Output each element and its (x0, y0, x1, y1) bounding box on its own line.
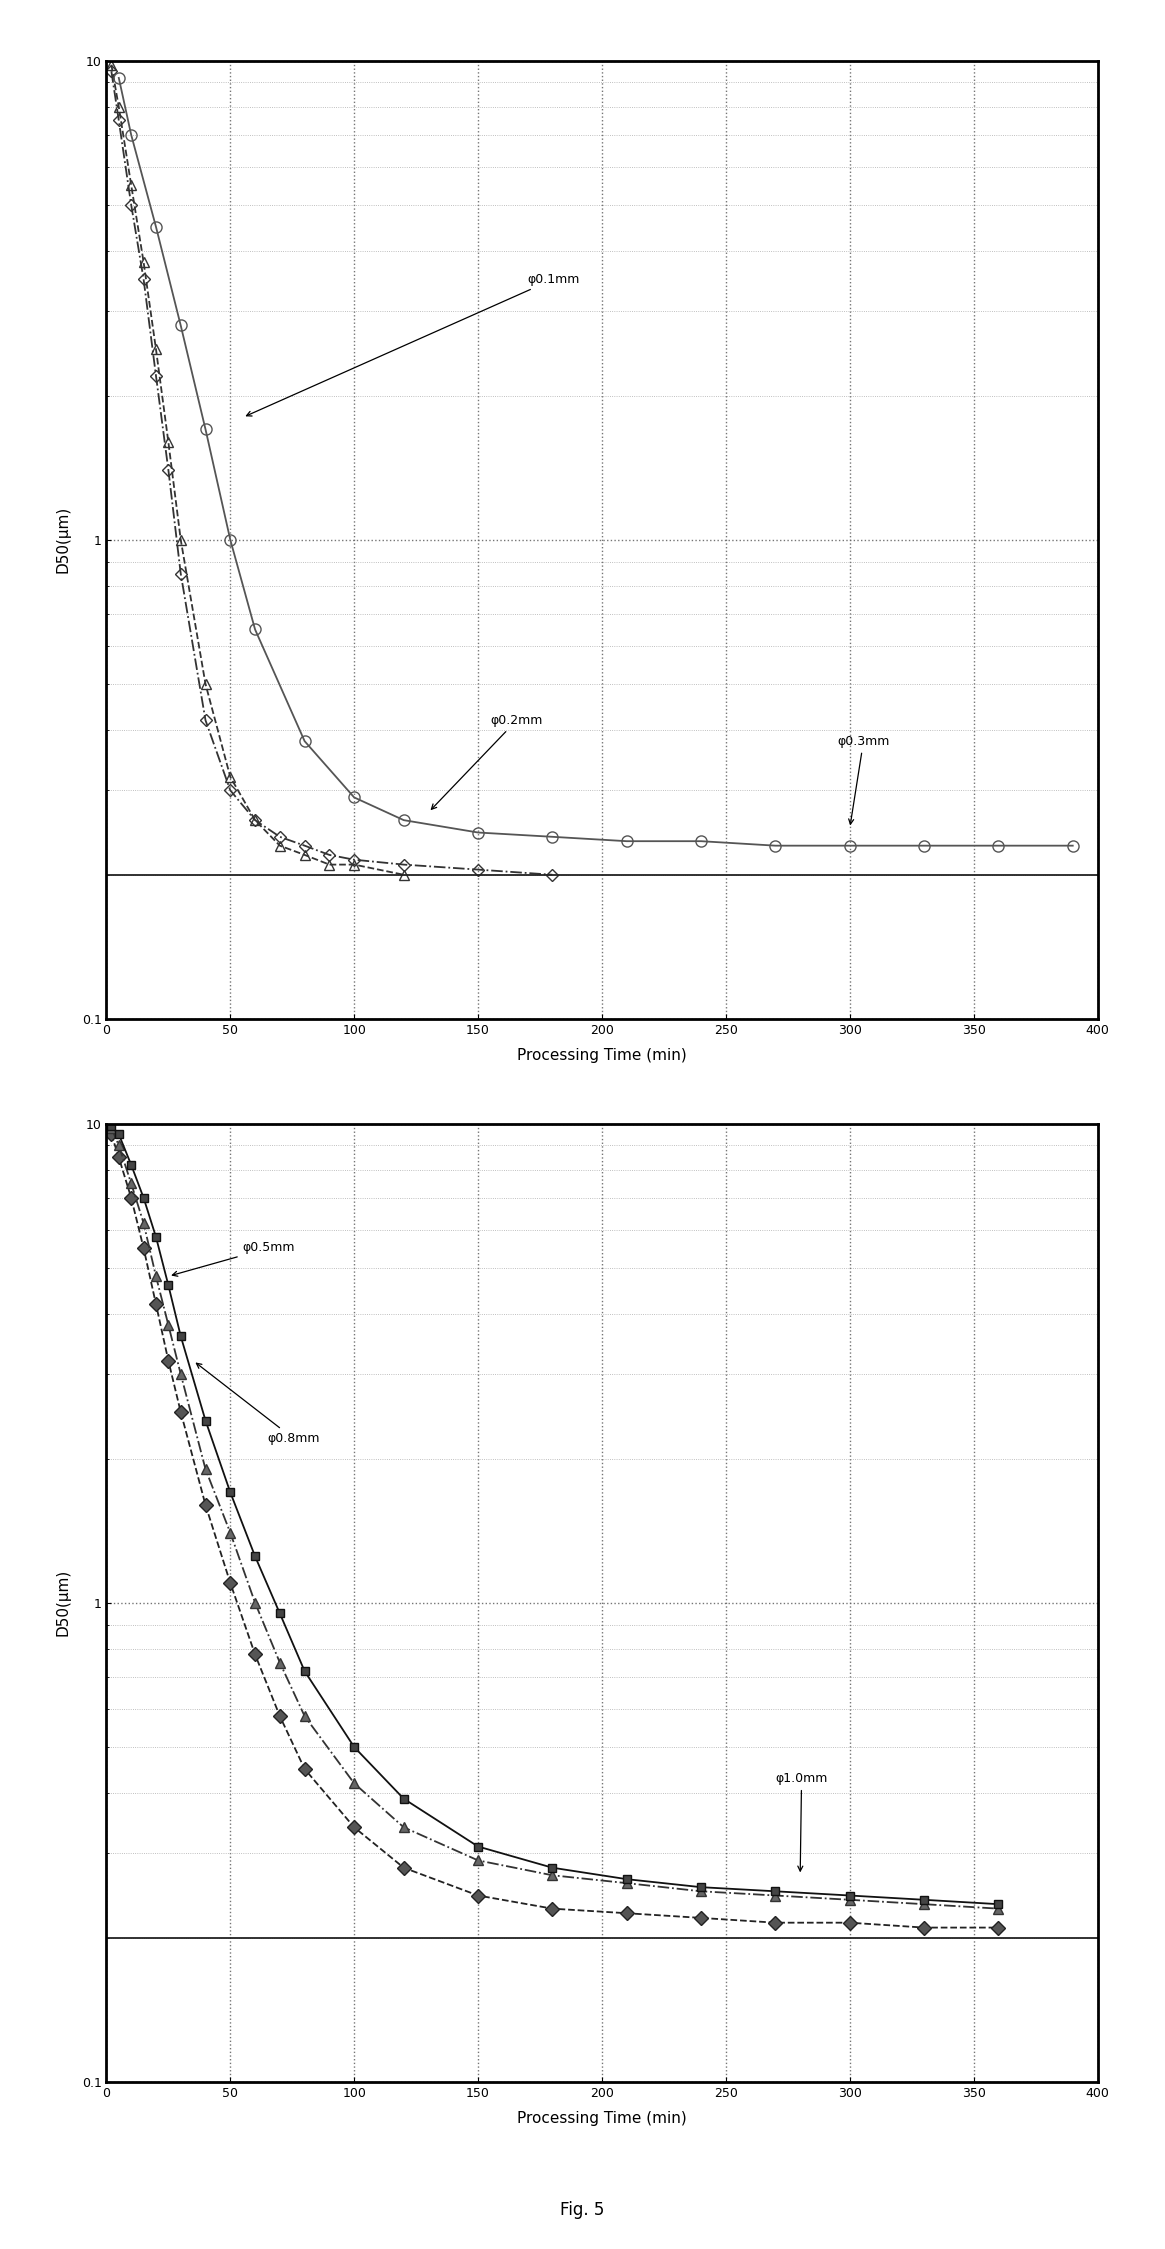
Text: φ0.3mm: φ0.3mm (838, 735, 890, 823)
X-axis label: Processing Time (min): Processing Time (min) (517, 1048, 687, 1064)
Text: Fig. 5: Fig. 5 (560, 2202, 605, 2220)
Text: φ1.0mm: φ1.0mm (776, 1772, 828, 1871)
Text: φ0.2mm: φ0.2mm (431, 713, 543, 810)
Y-axis label: D50(μm): D50(μm) (56, 506, 71, 573)
Y-axis label: D50(μm): D50(μm) (56, 1570, 71, 1637)
Text: φ0.5mm: φ0.5mm (172, 1241, 295, 1275)
Text: φ0.1mm: φ0.1mm (247, 272, 580, 416)
Text: φ0.8mm: φ0.8mm (197, 1363, 320, 1446)
X-axis label: Processing Time (min): Processing Time (min) (517, 2112, 687, 2125)
